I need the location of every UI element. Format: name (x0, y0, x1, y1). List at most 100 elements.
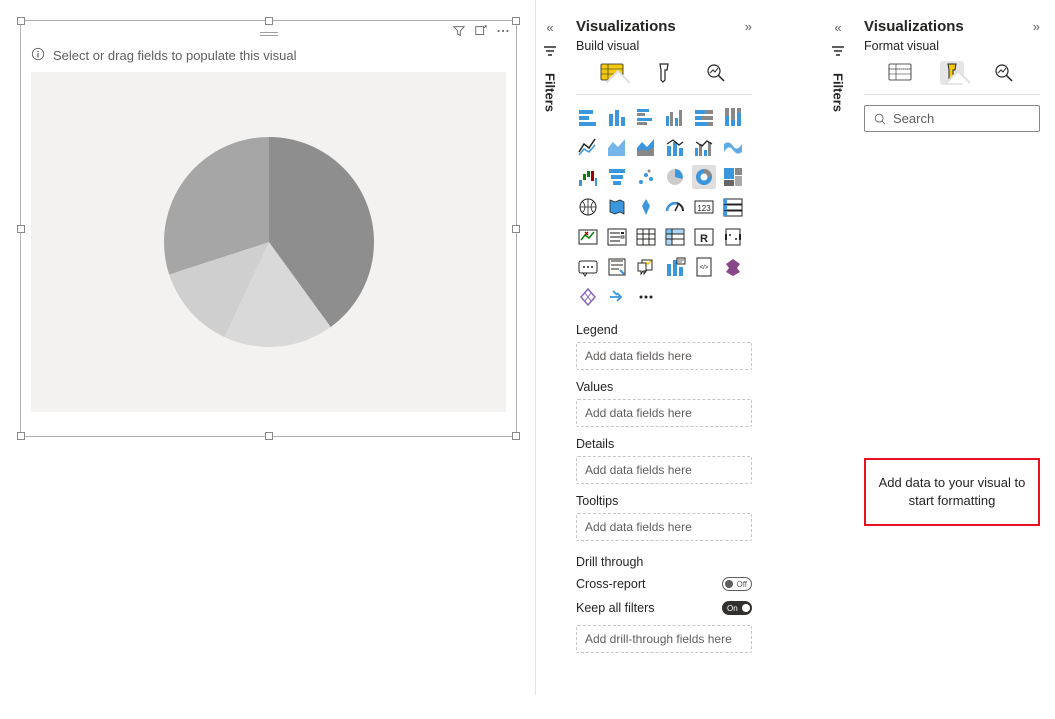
viz-type-stacked-bar[interactable] (576, 105, 600, 129)
analytics-tab-icon-2[interactable] (992, 61, 1016, 88)
values-dropzone[interactable]: Add data fields here (576, 399, 752, 427)
visual-body (31, 72, 506, 412)
viz-type-slicer[interactable] (605, 225, 629, 249)
filters-label-2: Filters (831, 73, 846, 112)
viz-type-stacked-area[interactable] (634, 135, 658, 159)
viz-type-100-stacked-column[interactable] (721, 105, 745, 129)
viz-type-map[interactable] (576, 195, 600, 219)
viz-type-line-stacked-column[interactable] (663, 135, 687, 159)
viz-type-more-visuals[interactable] (634, 285, 658, 309)
visualizations-format-panel: Visualizations Format visual Search Add … (852, 0, 1052, 719)
pie-visual-frame[interactable]: Select or drag fields to populate this v… (20, 20, 517, 437)
resize-handle-b[interactable] (265, 432, 273, 440)
cross-report-label: Cross-report (576, 577, 645, 591)
drill-through-title: Drill through (576, 555, 752, 569)
search-placeholder: Search (893, 111, 934, 126)
viz-type-gauge[interactable] (663, 195, 687, 219)
search-icon (873, 112, 887, 126)
viz-type-r-visual[interactable]: R (692, 225, 716, 249)
visual-header (21, 21, 516, 47)
viz-type-scatter[interactable] (634, 165, 658, 189)
filters-collapsed-2[interactable]: Filters (824, 0, 852, 719)
svg-text:123: 123 (697, 204, 711, 213)
more-options-icon[interactable] (496, 24, 510, 41)
values-label: Values (576, 380, 752, 394)
format-tab-icon-2[interactable] (940, 61, 964, 88)
viz-type-goals[interactable] (605, 285, 629, 309)
viz-type-treemap[interactable] (721, 165, 745, 189)
report-canvas[interactable]: Select or drag fields to populate this v… (0, 0, 535, 719)
viz-type-area[interactable] (605, 135, 629, 159)
resize-handle-br[interactable] (512, 432, 520, 440)
legend-label: Legend (576, 323, 752, 337)
keep-all-filters-toggle[interactable]: On (722, 601, 752, 615)
viz-type-table[interactable] (634, 225, 658, 249)
details-dropzone[interactable]: Add data fields here (576, 456, 752, 484)
filters-icon (542, 43, 558, 59)
panel-title-2: Visualizations (864, 18, 964, 35)
viz-type-paginated-report[interactable] (663, 255, 687, 279)
viz-type-power-apps[interactable] (721, 255, 745, 279)
pie-chart (164, 137, 374, 347)
format-tab-icon[interactable] (652, 61, 676, 88)
filters-label: Filters (543, 73, 558, 112)
viz-type-key-influencers[interactable] (634, 255, 658, 279)
viz-type-kpi[interactable] (576, 225, 600, 249)
build-tab-icon-2[interactable] (888, 61, 912, 88)
build-tab-icon[interactable] (600, 61, 624, 88)
filter-icon[interactable] (452, 24, 466, 41)
panel-subtitle: Build visual (576, 39, 752, 53)
details-label: Details (576, 437, 752, 451)
viz-type-waterfall[interactable] (576, 165, 600, 189)
viz-type-donut[interactable] (692, 165, 716, 189)
expand-filters-icon[interactable] (546, 20, 553, 35)
analytics-tab-icon[interactable] (704, 61, 728, 88)
viz-type-matrix[interactable] (663, 225, 687, 249)
collapse-panel-icon-2[interactable] (1033, 19, 1040, 34)
viz-type-stacked-column[interactable] (605, 105, 629, 129)
info-icon (31, 47, 45, 64)
viz-type-multi-row-card[interactable] (721, 195, 745, 219)
collapse-panel-icon[interactable] (745, 19, 752, 34)
panel-tabs-2 (864, 61, 1040, 94)
visualization-type-grid: 123 R </> (576, 105, 752, 309)
resize-handle-bl[interactable] (17, 432, 25, 440)
filters-collapsed[interactable]: Filters (536, 0, 564, 719)
viz-type-line-clustered-column[interactable] (692, 135, 716, 159)
cross-report-toggle[interactable]: Off (722, 577, 752, 591)
viz-type-clustered-column[interactable] (663, 105, 687, 129)
viz-type-pie[interactable] (663, 165, 687, 189)
viz-type-ribbon[interactable] (721, 135, 745, 159)
expand-filters-icon-2[interactable] (834, 20, 841, 35)
visualizations-build-panel: Visualizations Build visual 123 R </> Lege… (564, 0, 764, 719)
viz-type-filled-map[interactable] (605, 195, 629, 219)
svg-text:</>: </> (700, 265, 709, 271)
keep-all-filters-label: Keep all filters (576, 601, 655, 615)
filters-icon-2 (830, 43, 846, 59)
resize-handle-l[interactable] (17, 225, 25, 233)
viz-type-qa[interactable] (576, 255, 600, 279)
tab-divider-2 (864, 94, 1040, 95)
format-callout: Add data to your visual to start formatt… (864, 458, 1040, 526)
viz-type-line[interactable] (576, 135, 600, 159)
viz-type-azure-map[interactable] (634, 195, 658, 219)
tooltips-label: Tooltips (576, 494, 752, 508)
drag-handle-icon[interactable] (260, 32, 278, 36)
viz-type-clustered-bar[interactable] (634, 105, 658, 129)
drill-through-dropzone[interactable]: Add drill-through fields here (576, 625, 752, 653)
legend-dropzone[interactable]: Add data fields here (576, 342, 752, 370)
viz-type-100-stacked-bar[interactable] (692, 105, 716, 129)
panel-tabs (576, 61, 752, 94)
tooltips-dropzone[interactable]: Add data fields here (576, 513, 752, 541)
viz-type-smart-narrative[interactable] (605, 255, 629, 279)
panel-title: Visualizations (576, 18, 676, 35)
resize-handle-r[interactable] (512, 225, 520, 233)
viz-type-decomposition-tree[interactable] (721, 225, 745, 249)
viz-type-funnel[interactable] (605, 165, 629, 189)
viz-type-card[interactable]: 123 (692, 195, 716, 219)
viz-type-script-visual[interactable]: </> (692, 255, 716, 279)
panel-subtitle-2: Format visual (864, 39, 1040, 53)
viz-type-power-automate[interactable] (576, 285, 600, 309)
focus-mode-icon[interactable] (474, 24, 488, 41)
search-input[interactable]: Search (864, 105, 1040, 132)
